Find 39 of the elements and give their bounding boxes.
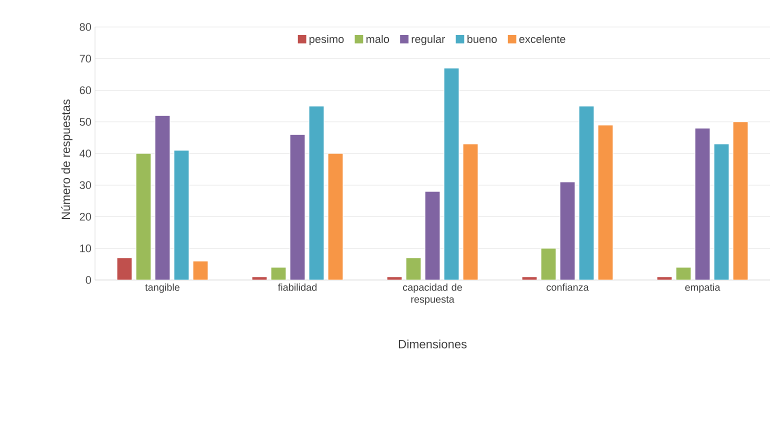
- bar: [308, 106, 324, 280]
- bar: [424, 191, 440, 280]
- bar: [540, 248, 556, 280]
- x-tick-label: empatia: [685, 284, 720, 293]
- x-tick-label: fiabilidad: [278, 284, 317, 291]
- bar: [462, 144, 478, 280]
- y-tick-label: 10: [80, 244, 92, 252]
- bar: [154, 115, 170, 280]
- x-tick-label: capacidad de respuesta: [403, 284, 462, 305]
- legend-label: malo: [366, 34, 390, 44]
- bar: [578, 106, 594, 280]
- y-tick-label: 30: [80, 181, 92, 190]
- bar: [732, 122, 748, 280]
- bar: [328, 153, 344, 280]
- legend-label: pesimo: [310, 34, 344, 46]
- bar: [598, 124, 614, 280]
- bar: [714, 144, 730, 280]
- legend-label: bueno: [467, 34, 497, 44]
- bar: [444, 68, 460, 280]
- bar: [116, 258, 132, 280]
- bar: [694, 128, 710, 280]
- bar: [290, 134, 306, 280]
- legend-label: excelente: [519, 34, 566, 44]
- y-tick-label: 50: [80, 118, 92, 126]
- bar: [560, 182, 576, 280]
- y-tick-label: 20: [80, 212, 92, 221]
- y-tick-label: 0: [86, 276, 92, 284]
- y-tick-label: 70: [80, 54, 92, 63]
- y-tick-label: 40: [80, 150, 92, 158]
- bar: [136, 153, 152, 280]
- x-axis-title: Dimensiones: [398, 340, 467, 348]
- x-tick-label: confianza: [546, 284, 589, 291]
- x-tick-label: tangible: [145, 284, 180, 293]
- bar: [174, 150, 190, 280]
- bar: [406, 258, 422, 280]
- y-tick-label: 60: [80, 86, 92, 94]
- y-axis-title: Número de respuestas: [61, 99, 72, 219]
- legend-label: regular: [412, 34, 446, 46]
- y-tick-label: 80: [80, 23, 92, 31]
